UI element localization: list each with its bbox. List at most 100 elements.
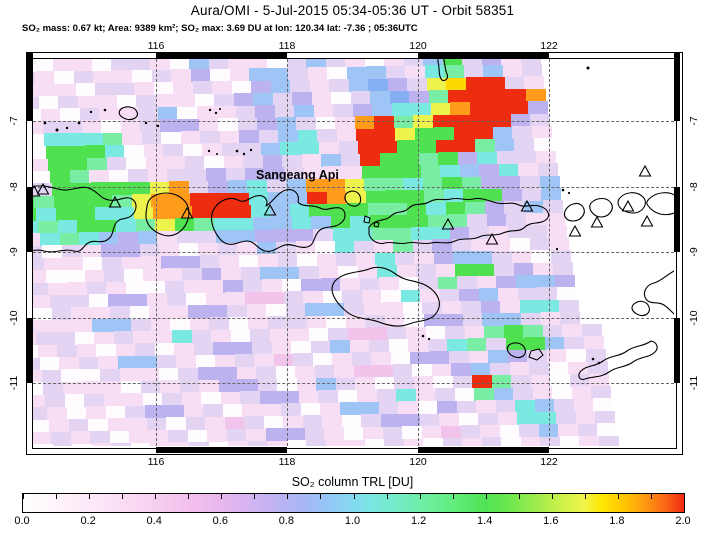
mosaic-cell (249, 68, 270, 82)
mosaic-cell (176, 355, 197, 369)
mosaic-cell (75, 83, 96, 97)
mosaic-cell (84, 269, 105, 283)
mosaic-cell (59, 232, 80, 246)
mosaic-cell (150, 59, 170, 71)
mosaic-cell (168, 429, 188, 443)
mosaic-cell (33, 258, 45, 271)
mosaic-cell (502, 188, 523, 202)
mosaic-cell (267, 59, 287, 69)
mosaic-cell (485, 76, 506, 90)
mosaic-cell (117, 356, 138, 369)
mosaic-cell (448, 89, 469, 103)
mosaic-cell (199, 379, 220, 393)
mosaic-cell (522, 63, 543, 77)
mosaic-cell (382, 426, 403, 440)
mosaic-cell (33, 170, 51, 184)
bottom-lon-label: 120 (409, 456, 427, 468)
mosaic-cell (105, 405, 126, 419)
mosaic-cell (40, 232, 61, 246)
mosaic-cell (118, 107, 139, 121)
mosaic-cell (47, 282, 68, 296)
mosaic-cell (187, 429, 208, 443)
mosaic-cell (300, 402, 321, 416)
mosaic-cell (52, 59, 73, 72)
mosaic-cell (519, 300, 540, 314)
map-frame-band-top (27, 53, 680, 59)
mosaic-cell (33, 196, 35, 209)
mosaic-cell (339, 402, 360, 416)
mosaic-cell (436, 139, 457, 153)
mosaic-cell (33, 307, 52, 321)
mosaic-cell (387, 78, 408, 92)
mosaic-cell (87, 157, 108, 171)
mosaic-cell (82, 381, 103, 395)
mosaic-cell (312, 353, 333, 366)
mosaic-cell (214, 93, 235, 107)
mosaic-cell (226, 428, 247, 442)
mosaic-cell (417, 401, 438, 415)
mosaic-cell (137, 355, 158, 369)
mosaic-cell (73, 70, 94, 84)
mosaic-cell (322, 415, 343, 428)
mosaic-cell (208, 441, 229, 446)
mosaic-cell (342, 166, 363, 180)
mosaic-cell (283, 415, 304, 429)
mosaic-cell (498, 163, 519, 177)
mosaic-cell (111, 318, 132, 332)
mosaic-cell (275, 366, 296, 379)
mosaic-cell (183, 404, 204, 418)
mosaic-cell (57, 344, 78, 358)
mosaic-cell (130, 442, 151, 446)
colorbar-tick-label: 0.0 (14, 515, 30, 527)
mosaic-cell (474, 263, 495, 277)
mosaic-cell (33, 158, 49, 172)
volcano-triangle-icon (441, 217, 455, 230)
mosaic-cell (455, 263, 476, 277)
mosaic-cell (89, 170, 110, 183)
volcano-triangle-icon (36, 182, 50, 195)
mosaic-cell (441, 425, 461, 439)
mosaic-cell (566, 349, 587, 363)
mosaic-cell (188, 305, 208, 319)
mosaic-cell (550, 249, 571, 263)
mosaic-cell (55, 332, 76, 346)
mosaic-cell (453, 127, 474, 141)
mosaic-cell (322, 290, 343, 304)
mosaic-cell (33, 332, 37, 346)
mosaic-cell (156, 355, 177, 369)
mosaic-cell (540, 436, 561, 446)
mosaic-cell (228, 317, 249, 330)
mosaic-cell (143, 144, 164, 158)
mosaic-cell (100, 244, 121, 258)
mosaic-cell (169, 181, 189, 195)
mosaic-cell (493, 387, 514, 401)
mosaic-cell (61, 369, 81, 383)
mosaic-cell (516, 151, 537, 164)
mosaic-cell (33, 369, 42, 383)
mosaic-cell (537, 287, 558, 301)
mosaic-cell (211, 329, 232, 343)
mosaic-cell (329, 79, 350, 93)
mosaic-cell (107, 418, 128, 432)
mosaic-cell (394, 252, 415, 266)
mosaic-cell (492, 126, 513, 140)
mosaic-cell (179, 118, 199, 132)
mosaic-cell (421, 425, 442, 439)
mosaic-cell (132, 69, 153, 83)
mosaic-cell (347, 327, 368, 341)
volcano-triangle-icon (180, 206, 194, 219)
mosaic-cell (33, 71, 36, 85)
coastline-sumba-se-islands (506, 342, 544, 361)
mosaic-cell (439, 288, 460, 302)
mosaic-cell (320, 402, 341, 416)
colorbar-tick (320, 494, 322, 499)
volcano-triangle-icon (263, 203, 277, 216)
mosaic-cell (331, 91, 352, 105)
mosaic-cell (148, 430, 169, 444)
mosaic-cell (264, 167, 285, 181)
mosaic-cell (33, 444, 54, 446)
mosaic-cell (486, 213, 507, 227)
mosaic-cell (435, 264, 456, 278)
mosaic-cell (491, 375, 512, 389)
mosaic-cell (121, 256, 142, 270)
